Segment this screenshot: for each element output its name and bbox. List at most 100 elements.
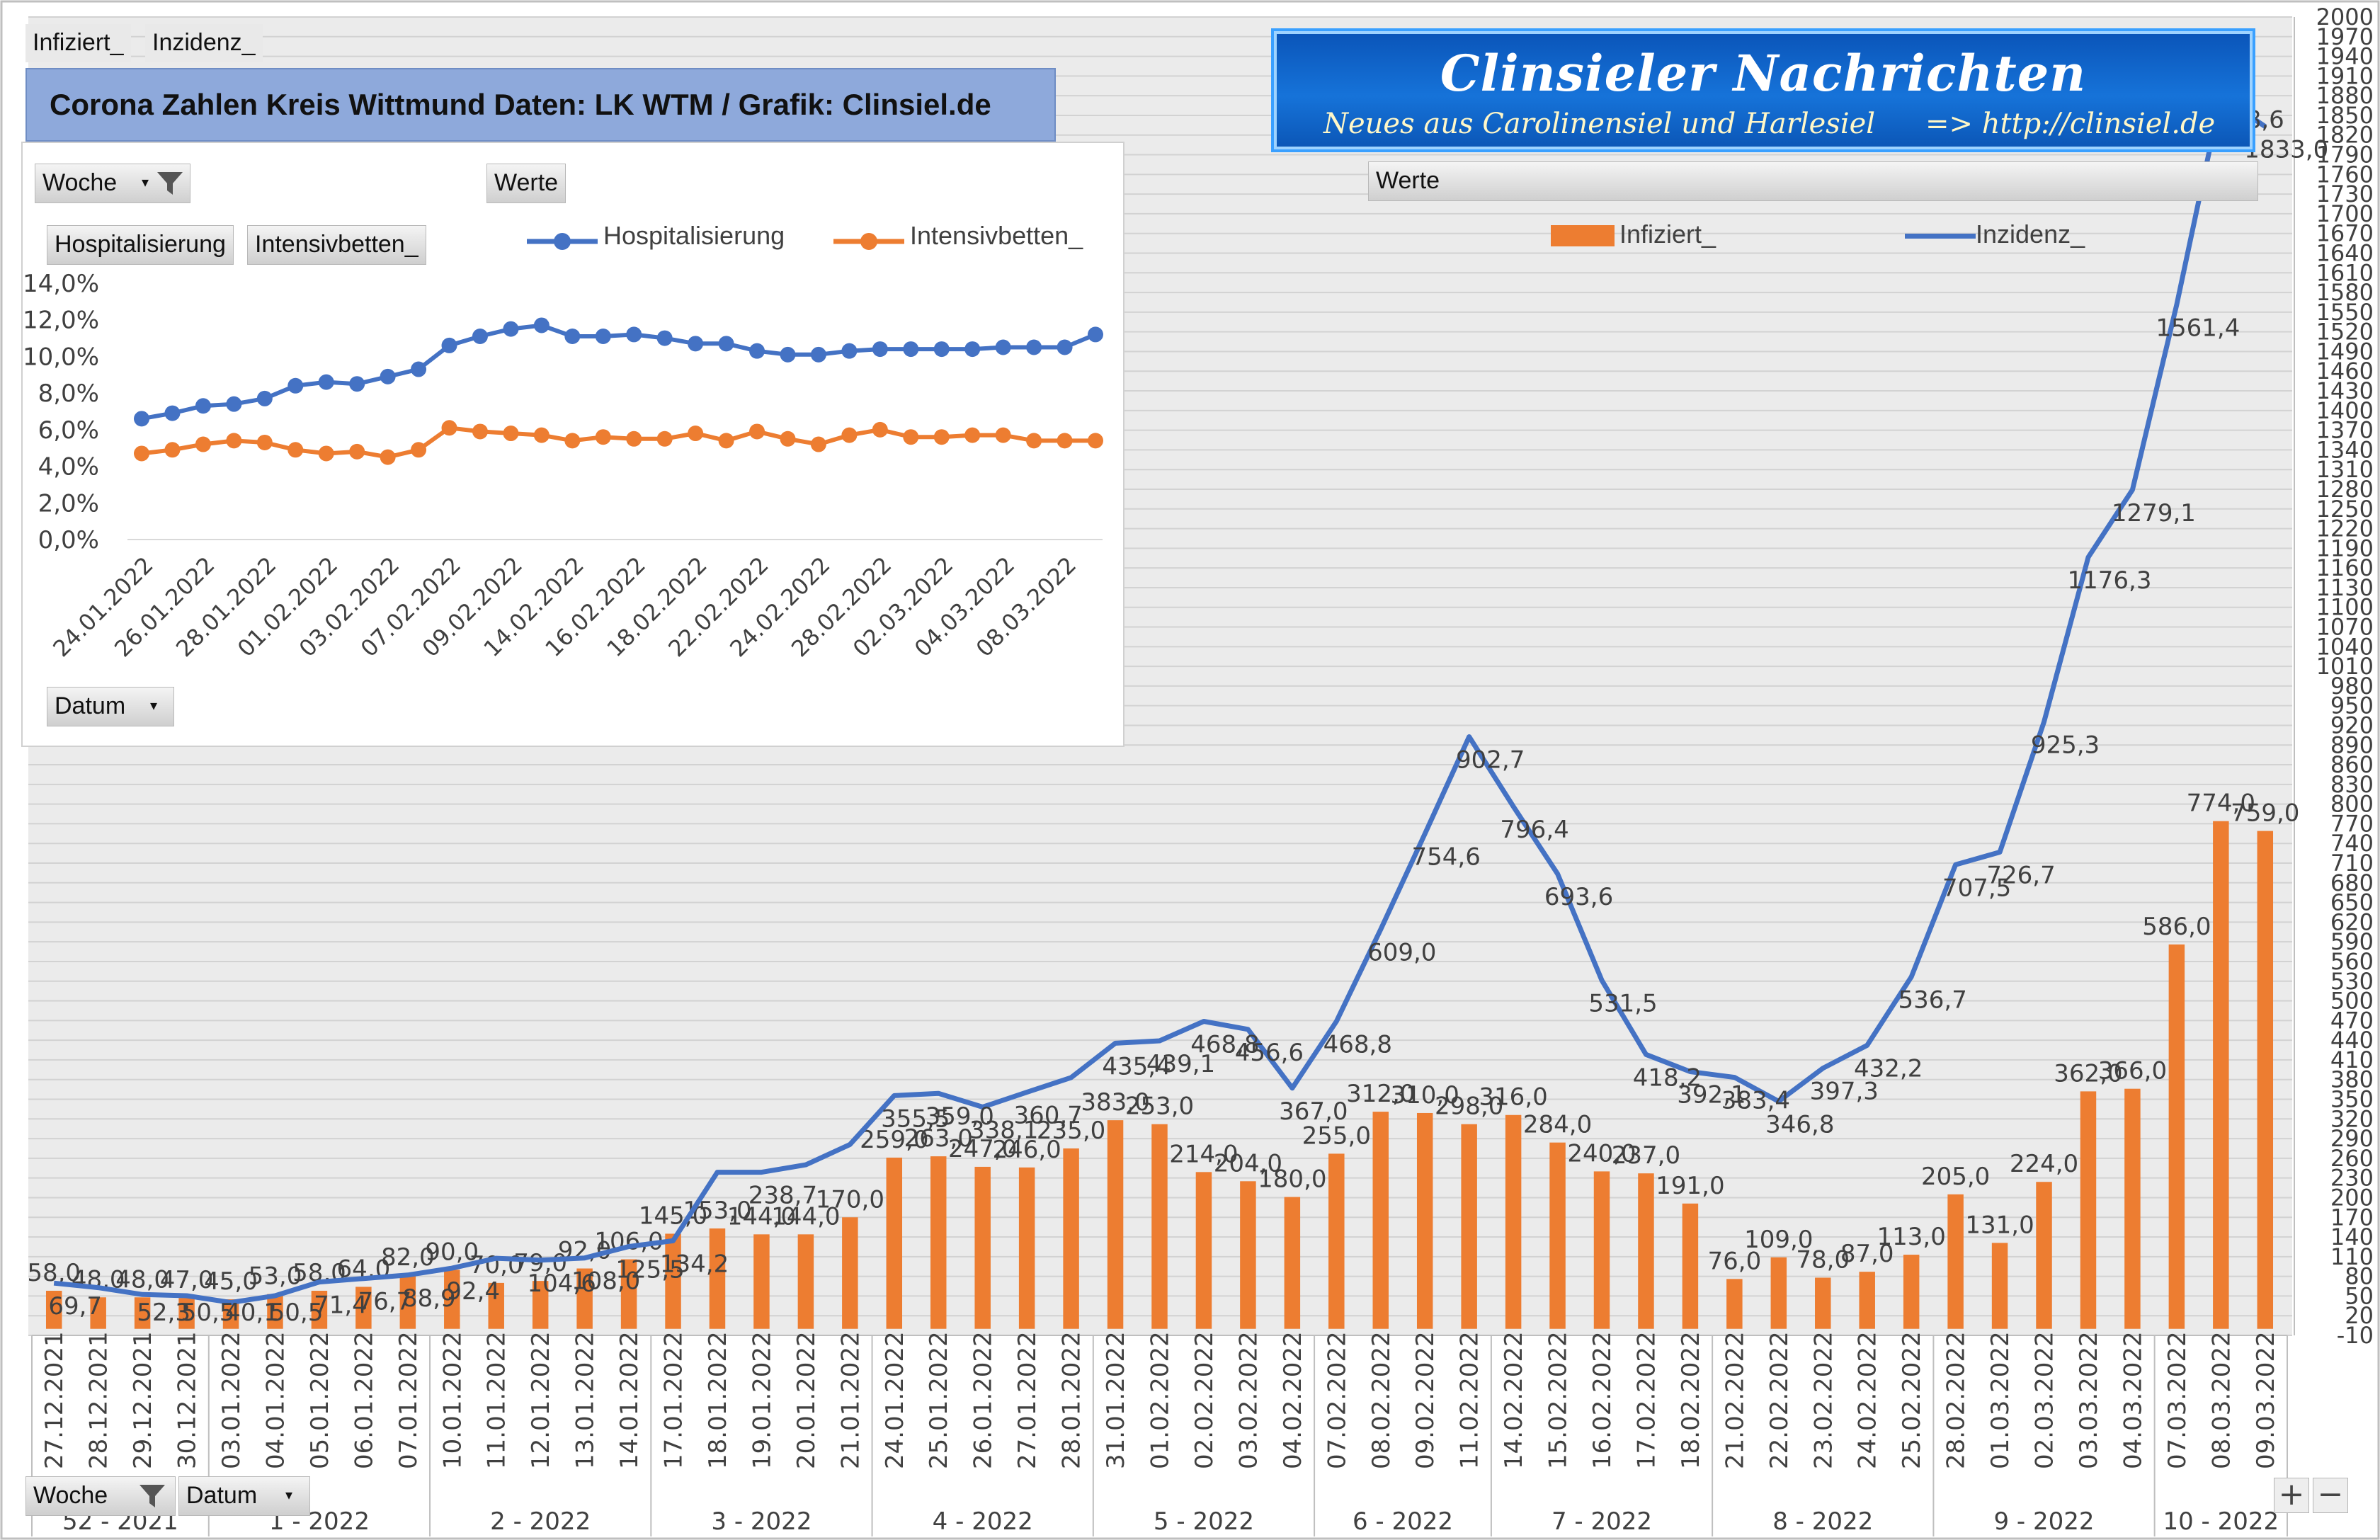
x-tick-date-label: 14.01.2022 <box>615 1331 644 1469</box>
y-tick-label: -10 <box>2337 1322 2374 1349</box>
small-series-point <box>1026 433 1042 449</box>
x-tick-date-label: 11.01.2022 <box>483 1331 511 1469</box>
small-series-point <box>903 341 919 358</box>
line-data-label: 536,7 <box>1898 986 1966 1015</box>
small-series-point <box>780 430 796 447</box>
line-data-label: 796,4 <box>1500 816 1568 844</box>
small-series-point <box>626 430 642 447</box>
woche-filter-button[interactable]: Woche ▾ <box>35 164 190 203</box>
dropdown-icon: ▾ <box>142 175 149 190</box>
line-data-label: 397,3 <box>1810 1078 1879 1106</box>
x-tick-date-label: 10.01.2022 <box>438 1331 467 1469</box>
y-tick-label: 470 <box>2330 1007 2374 1034</box>
bar-infiziert <box>2213 821 2229 1329</box>
bar-infiziert <box>1284 1197 1301 1329</box>
bar-data-label: 383,0 <box>1081 1088 1149 1117</box>
small-series-point <box>472 423 488 440</box>
y-tick-label: 950 <box>2330 692 2374 719</box>
line-data-label: 88,9 <box>402 1284 456 1313</box>
small-y-tick-label: 2,0% <box>38 489 99 518</box>
y-tick-label: 1220 <box>2316 515 2374 542</box>
main-werte-button[interactable]: Werte <box>1368 161 2258 201</box>
small-series-point <box>134 445 149 462</box>
y-tick-label: 1160 <box>2316 554 2374 581</box>
expand-button[interactable]: + <box>2274 1478 2309 1513</box>
field-intensivbetten-button[interactable]: Intensivbetten_ <box>247 225 426 265</box>
bar-data-label: 312,0 <box>1346 1080 1415 1108</box>
line-data-label: 338,1 <box>969 1117 1038 1145</box>
bottom-datum-field-button[interactable]: Datum ▾ <box>178 1476 310 1516</box>
x-tick-date-label: 26.01.2022 <box>969 1331 998 1469</box>
x-tick-date-label: 09.02.2022 <box>1411 1331 1440 1469</box>
bar-infiziert <box>1991 1243 2008 1329</box>
legend-field-inzidenz[interactable]: Inzidenz_ <box>145 24 263 62</box>
field-hospitalisierung-button[interactable]: Hospitalisierung <box>47 225 234 265</box>
y-tick-label: 1010 <box>2316 653 2374 680</box>
small-werte-button[interactable]: Werte <box>486 164 566 203</box>
x-tick-date-label: 25.02.2022 <box>1898 1331 1926 1469</box>
small-series-point <box>164 442 181 458</box>
x-week-label: 3 - 2022 <box>711 1507 812 1536</box>
bar-infiziert <box>1240 1181 1256 1329</box>
line-data-label: 238,7 <box>748 1182 817 1210</box>
datum-field-button[interactable]: Datum ▾ <box>47 687 174 726</box>
small-y-tick-label: 4,0% <box>38 453 99 481</box>
y-tick-label: 1760 <box>2316 161 2374 188</box>
line-data-label: 76,7 <box>358 1288 412 1316</box>
x-tick-date-label: 07.03.2022 <box>2163 1331 2192 1469</box>
small-series-point <box>841 343 858 359</box>
bar-infiziert <box>178 1298 195 1329</box>
x-tick-date-label: 02.03.2022 <box>2031 1331 2059 1469</box>
small-y-axis-tick-labels: 0,0% 2,0% 4,0% 6,0% 8,0% 10,0% 12,0% 14,0% <box>23 270 99 554</box>
small-series-point <box>533 317 550 333</box>
line-data-label: 367,0 <box>1279 1097 1348 1126</box>
bar-data-label: 45,0 <box>204 1267 258 1296</box>
line-data-label: 1561,4 <box>2156 314 2240 342</box>
bar-infiziert <box>1107 1120 1124 1329</box>
bar-data-label: 246,0 <box>992 1136 1061 1164</box>
bar-data-label: 237,0 <box>1612 1141 1680 1170</box>
legend-label-inzidenz: Inzidenz_ <box>1976 219 2085 249</box>
y-tick-label: 1790 <box>2316 142 2374 169</box>
line-data-label: 531,5 <box>1588 989 1657 1017</box>
line-data-label: 92,4 <box>446 1277 500 1306</box>
bar-data-label: 298,0 <box>1435 1093 1503 1121</box>
y-tick-label: 1640 <box>2316 239 2374 266</box>
legend-field-infiziert[interactable]: Infiziert_ <box>25 24 131 62</box>
x-tick-date-label: 02.02.2022 <box>1190 1331 1219 1469</box>
bar-data-label: 109,0 <box>1744 1226 1813 1254</box>
hospitalisierung-chart-panel: 0,0% 2,0% 4,0% 6,0% 8,0% 10,0% 12,0% 14,0% 24.0… <box>21 142 1124 747</box>
x-tick-date-label: 09.03.2022 <box>2252 1331 2280 1469</box>
collapse-button[interactable]: − <box>2313 1478 2348 1513</box>
y-tick-label: 920 <box>2330 712 2374 738</box>
y-tick-label: 980 <box>2330 673 2374 700</box>
x-tick-date-label: 05.01.2022 <box>306 1331 334 1469</box>
bar-infiziert <box>886 1157 903 1329</box>
line-data-label: 1176,3 <box>2067 566 2151 595</box>
bar-infiziert <box>1328 1153 1345 1329</box>
logo-subtitle: Neues aus Carolinensiel und Harlesiel <box>1323 108 1876 140</box>
small-legend-label-hosp: Hospitalisierung <box>603 221 785 250</box>
bar-data-label: 240,0 <box>1567 1139 1636 1168</box>
x-tick-date-label: 08.03.2022 <box>2207 1331 2236 1469</box>
small-series-point <box>349 376 365 392</box>
x-week-label: 5 - 2022 <box>1154 1507 1254 1536</box>
x-tick-date-label: 14.02.2022 <box>1500 1331 1528 1469</box>
bar-infiziert <box>620 1259 637 1329</box>
x-tick-date-label: 03.01.2022 <box>217 1331 246 1469</box>
bar-infiziert <box>2168 944 2185 1329</box>
y-tick-label: 1940 <box>2316 43 2374 70</box>
line-data-label: 902,7 <box>1456 746 1525 775</box>
bar-infiziert <box>709 1228 726 1329</box>
bottom-woche-filter-button[interactable]: Woche <box>25 1476 176 1516</box>
x-tick-date-label: 28.02.2022 <box>1942 1331 1971 1469</box>
bar-infiziert <box>1461 1124 1477 1329</box>
x-tick-date-label: 28.12.2021 <box>85 1331 113 1469</box>
bar-data-label: 131,0 <box>1965 1211 2034 1239</box>
y-tick-label: 1310 <box>2316 456 2374 483</box>
small-y-tick-label: 6,0% <box>38 416 99 445</box>
x-tick-date-label: 08.02.2022 <box>1367 1331 1396 1469</box>
bar-infiziert <box>665 1233 681 1329</box>
bar-data-label: 87,0 <box>1840 1240 1894 1268</box>
small-series-point <box>749 423 765 440</box>
